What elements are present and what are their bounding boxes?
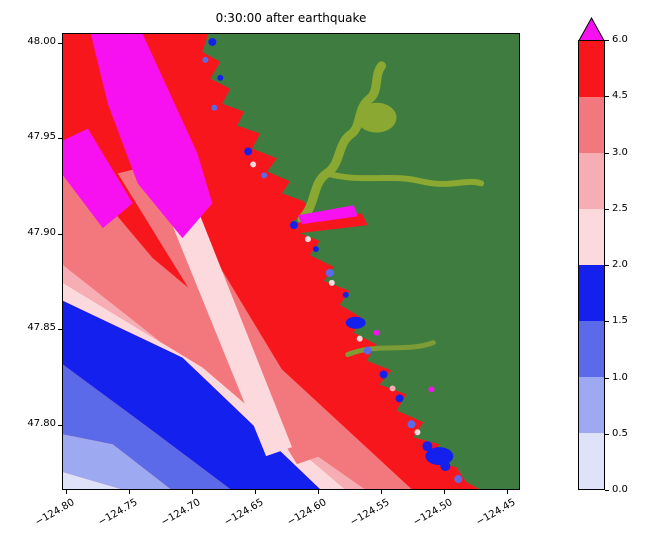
colorbar-segment [579, 153, 604, 209]
x-tick-label: −124.65 [222, 497, 266, 529]
y-tick-label: 47.90 [27, 226, 56, 238]
coastal-speckles [202, 37, 463, 484]
colorbar-tick-label: 0.0 [612, 484, 628, 495]
colorbar-segment [579, 97, 604, 153]
colorbar-over-arrow-icon [578, 17, 605, 41]
y-tick [58, 138, 62, 140]
colorbar [578, 40, 605, 490]
colorbar-tick-label: 6.0 [612, 34, 628, 45]
colorbar-segment [579, 209, 604, 265]
colorbar-tick-label: 2.0 [612, 259, 628, 270]
colorbar-tick-label: 0.5 [612, 427, 628, 439]
land [202, 34, 519, 489]
extreme-wave-streaks [63, 34, 213, 239]
colorbar-tick [605, 433, 609, 435]
x-tick [128, 490, 130, 494]
colorbar-tick-label: 4.5 [612, 90, 628, 102]
colorbar-segment [579, 321, 604, 377]
colorbar-segment [579, 433, 604, 489]
colorbar-tick [605, 265, 609, 266]
colorbar-segment [579, 265, 604, 321]
y-tick-label: 47.85 [27, 322, 56, 334]
colorbar-tick [605, 208, 609, 210]
coastal-inlet [293, 205, 368, 234]
x-tick-label: −124.55 [348, 497, 392, 529]
river-valley [297, 61, 485, 358]
x-tick [255, 490, 257, 494]
y-tick [58, 233, 62, 235]
colorbar-tick [605, 40, 609, 41]
map-svg [63, 34, 519, 489]
river-wide-valley [356, 102, 397, 133]
colorbar-tick [605, 152, 609, 154]
x-tick [191, 490, 193, 494]
colorbar-tick-label: 3.0 [612, 146, 628, 158]
y-tick-label: 47.95 [27, 131, 56, 143]
colorbar-tick-label: 1.0 [612, 371, 628, 383]
y-tick [58, 329, 62, 331]
x-tick [65, 490, 67, 494]
y-tick-label: 47.80 [27, 417, 56, 429]
colorbar-tick [605, 321, 609, 323]
x-tick [444, 490, 446, 494]
x-tick-label: −124.80 [33, 497, 77, 529]
y-tick [58, 424, 62, 426]
colorbar-tick [605, 377, 609, 379]
colorbar-tick-label: 1.5 [612, 315, 628, 327]
chart-title: 0:30:00 after earthquake [215, 11, 367, 25]
x-tick [381, 490, 383, 494]
x-tick-label: −124.70 [159, 497, 203, 529]
offshore-wave-bands [63, 151, 412, 489]
colorbar-segment [579, 377, 604, 433]
colorbar-tick-label: 2.5 [612, 202, 628, 214]
x-tick [318, 490, 320, 494]
x-tick-label: −124.45 [474, 497, 518, 529]
colorbar-tick [605, 490, 609, 491]
colorbar-segment [579, 41, 604, 97]
y-tick-label: 48.00 [27, 35, 56, 47]
x-tick-label: −124.75 [96, 497, 140, 529]
map-plot [62, 33, 520, 490]
colorbar-tick [605, 96, 609, 98]
x-tick-label: −124.60 [285, 497, 329, 529]
y-tick [58, 42, 62, 44]
x-tick-label: −124.50 [411, 497, 455, 529]
x-tick [507, 490, 509, 494]
